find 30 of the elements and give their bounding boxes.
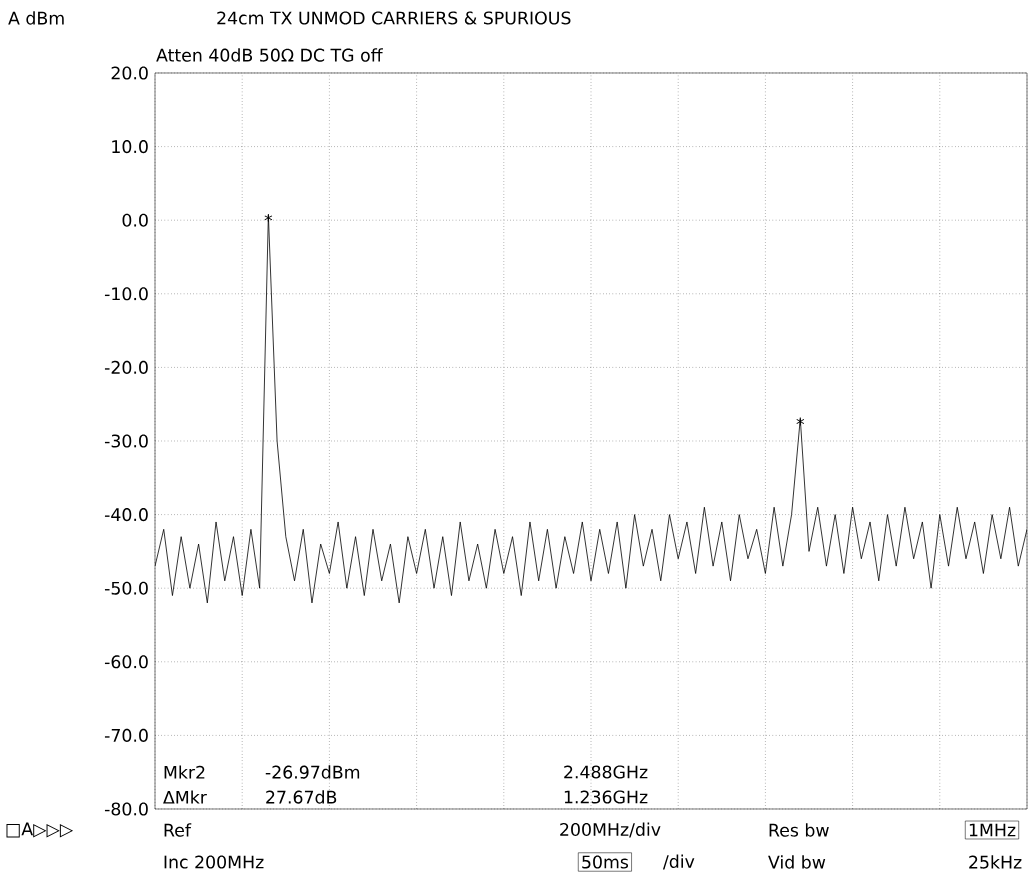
annotation: ΔMkr bbox=[163, 790, 207, 804]
chart-title: 24cm TX UNMOD CARRIERS & SPURIOUS bbox=[217, 11, 571, 25]
annotation: 27.67dB bbox=[266, 790, 337, 804]
text: 50ms bbox=[582, 855, 629, 869]
chart-subtitle: Atten 40dB 50Ω DC TG off bbox=[156, 48, 383, 62]
y-tick-label: -50.0 bbox=[104, 581, 148, 595]
text: 1MHz bbox=[969, 823, 1016, 837]
text: Inc 200MHz bbox=[164, 855, 264, 869]
annotation: 2.488GHz bbox=[564, 765, 648, 779]
annotation: 1.236GHz bbox=[564, 790, 648, 804]
text: 200MHz/div bbox=[560, 822, 661, 838]
y-tick-label: -30.0 bbox=[104, 434, 148, 448]
y-tick-label: 10.0 bbox=[112, 140, 148, 154]
y-tick-label: -70.0 bbox=[104, 728, 148, 742]
y-tick-label: -40.0 bbox=[104, 508, 148, 522]
y-tick-label: -10.0 bbox=[104, 287, 148, 301]
text: □A▷▷▷ bbox=[6, 822, 74, 838]
y-axis-title: A dBm bbox=[8, 11, 64, 25]
y-tick-label: -60.0 bbox=[104, 655, 148, 669]
text: Res bw bbox=[769, 823, 829, 837]
y-tick-label: -80.0 bbox=[104, 802, 148, 816]
annotation: -26.97dBm bbox=[265, 765, 360, 779]
text: Vid bw bbox=[768, 855, 826, 869]
y-tick-label: 20.0 bbox=[111, 66, 148, 80]
text: /div bbox=[662, 854, 695, 870]
text: 25kHz bbox=[969, 855, 1022, 869]
annotation: Mkr2 bbox=[164, 765, 205, 779]
y-tick-label: -20.0 bbox=[104, 360, 148, 374]
text: Ref bbox=[164, 823, 192, 837]
y-tick-label: 0.0 bbox=[122, 213, 148, 227]
